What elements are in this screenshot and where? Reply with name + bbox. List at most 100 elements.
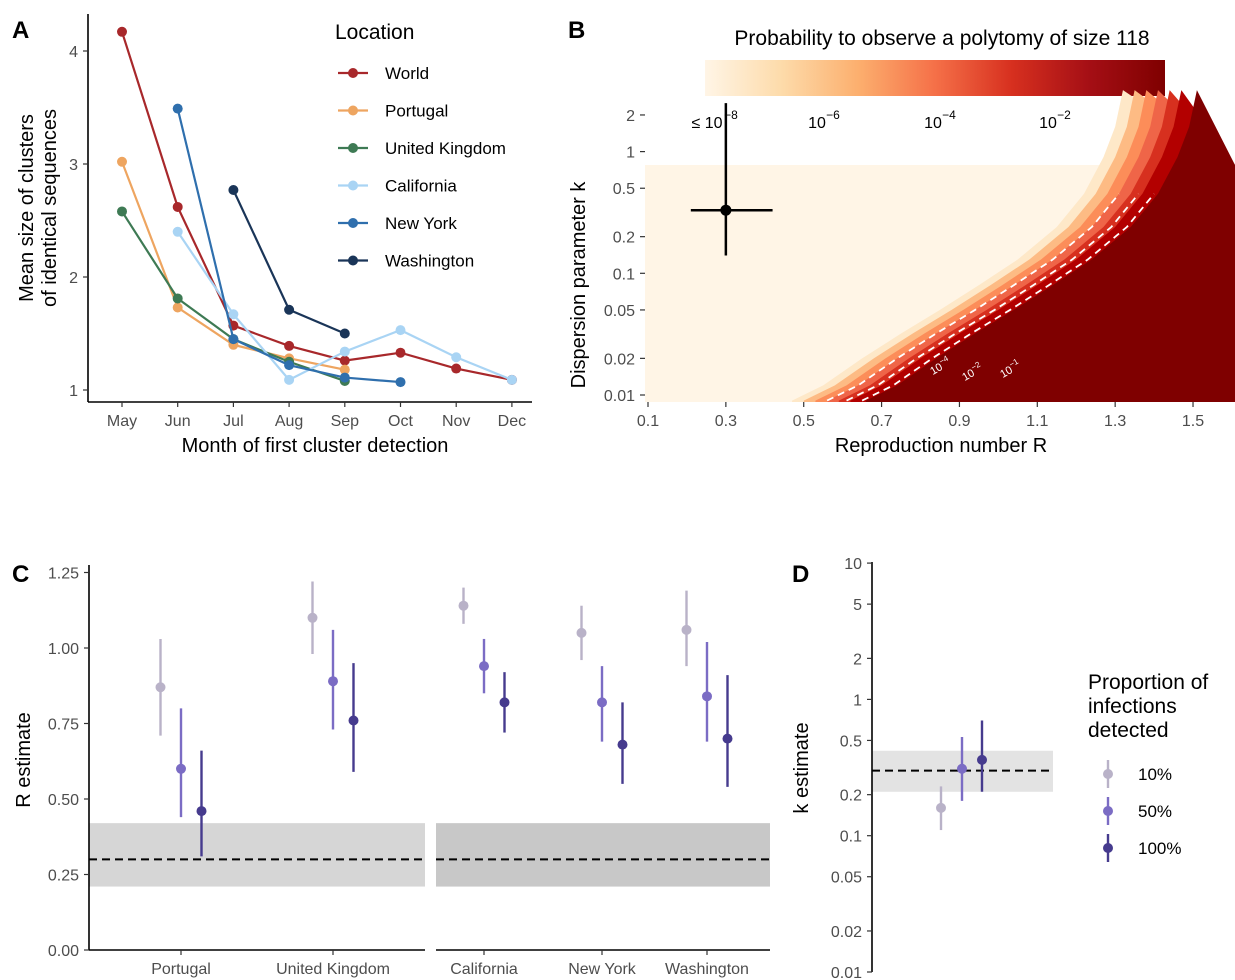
panel-a-legend-marker [348,68,358,78]
panel-c-estimate-point [576,627,587,638]
panel-d-legend-label: 10% [1138,765,1172,784]
panel-b-colorbar-tick-label: 10 [1039,115,1057,132]
panel-b-x-tick-label: 0.3 [715,413,737,430]
panel-c-estimate-point [307,612,318,623]
panel-a-legend-marker [348,180,358,191]
panel-a-data-point [284,304,295,315]
panel-d-legend-title-line2: infections [1088,695,1177,718]
panel-d-k-estimates: k estimate Proportion of infections dete… [791,556,1208,980]
panel-d-estimate-point [957,763,967,774]
panel-a-data-point [339,364,350,375]
panel-c-y-tick-label: 0.00 [48,943,79,960]
panel-b-contour-line [846,193,1140,402]
panel-b-colorbar-tick: 10 −6 [808,108,840,132]
panel-a-y-axis-title-line1: Mean size of clusters [16,114,38,302]
panel-b-contour-label-base: 10 [998,364,1015,381]
panel-a-data-point [284,360,295,371]
panel-a-data-point [451,363,462,374]
panel-b-contour-line [861,193,1155,402]
panel-c-reference-band [436,823,770,887]
panel-a-legend-marker [348,143,358,153]
panel-a-legend-marker [348,105,358,116]
panel-a-x-tick-label: Oct [388,413,413,430]
panel-b-colorbar-tick: 10 −4 [924,108,956,132]
panel-a-legend-label: California [385,177,457,196]
panel-b-y-tick-label: 0.1 [613,266,635,283]
panel-b-y-tick-label: 0.02 [604,351,635,368]
panel-d-y-tick-label: 5 [853,597,862,614]
panel-c-estimate-point [702,691,712,702]
panel-c-estimate-point [499,697,510,708]
panel-a-legend-label: United Kingdom [385,139,506,158]
panel-a-data-point [284,374,295,385]
panel-c-estimate-point [176,763,186,774]
panel-b-x-axis-title: Reproduction number R [835,435,1047,457]
panel-c-x-tick-label: California [450,961,518,978]
panel-c-y-tick-label: 1.25 [48,566,79,583]
panel-a-series-line [121,210,346,382]
panel-c-x-tick-label: Washington [665,961,749,978]
panel-d-y-tick-label: 0.05 [831,870,862,887]
panel-b-colorbar-tick-label: 10 [924,115,942,132]
panel-a-x-tick-label: Dec [498,413,526,430]
panel-a-data-point [339,372,350,383]
panel-c-estimate-point [458,600,469,611]
panel-c-x-tick-label: United Kingdom [276,961,390,978]
panel-b-contour-label-base: 10 [960,367,977,384]
panel-c-estimate-point [328,676,338,687]
panel-b-y-tick-label: 0.05 [604,303,635,320]
panel-a-x-tick-label: Aug [275,413,303,430]
panel-b-x-tick-label: 1.1 [1026,413,1048,430]
panel-a-data-point [172,293,183,304]
panel-a-data-point [117,206,127,217]
panel-a-line-chart: Month of first cluster detection Mean si… [16,14,532,457]
panel-a-data-point [506,374,517,385]
panel-b-colorbar-tick-label: ≤ 10 [691,115,722,132]
panel-a-x-tick-label: Sep [331,413,360,430]
panel-d-legend-marker [1103,769,1113,779]
panel-a-data-point [228,334,239,345]
panel-c-estimate-point [479,661,489,672]
panel-d-y-tick-label: 0.2 [840,788,862,805]
panel-d-y-tick-label: 0.01 [831,965,862,980]
panel-d-y-tick-label: 0.1 [840,829,862,846]
panel-a-data-point [339,355,350,366]
panel-a-x-tick-label: Jul [223,413,243,430]
panel-b-contour-line [826,193,1120,402]
panel-a-y-tick-label: 4 [69,44,78,61]
panel-b-colorbar-title: Probability to observe a polytomy of siz… [734,27,1149,50]
panel-b-colorbar [705,60,1165,96]
panel-b-colorbar-tick: 10 −2 [1039,108,1071,132]
panel-b-x-tick-label: 0.7 [870,413,892,430]
panel-a-data-point [172,103,183,114]
panel-d-legend-label: 50% [1138,802,1172,821]
panel-a-data-point [172,201,183,212]
panel-c-estimate-point [597,697,607,708]
panel-b-contour-label-base: 10 [928,361,945,378]
panel-c-r-estimates: R estimate 0.00 0.25 0.50 0.75 1.00 1.25 Portu… [13,565,770,978]
panel-a-data-point [284,340,295,351]
panel-a-legend-marker [348,218,358,228]
panel-c-x-tick-label: New York [568,961,637,978]
panel-d-y-tick-label: 0.5 [840,733,862,750]
panel-c-y-tick-label: 0.50 [48,792,79,809]
panel-a-y-tick-label: 1 [69,383,78,400]
panel-b-x-tick-label: 1.3 [1104,413,1126,430]
panel-letter-b: B [568,17,585,44]
panel-a-data-point [172,226,183,237]
panel-c-estimate-point [155,682,166,693]
panel-d-legend-marker [1103,843,1113,853]
panel-c-y-tick-label: 0.25 [48,868,79,885]
panel-letter-c: C [12,561,29,588]
panel-a-data-point [117,156,127,167]
panel-a-data-point [395,377,406,388]
panel-d-legend-label: 100% [1138,839,1181,858]
panel-a-x-tick-label: Nov [442,413,470,430]
panel-d-y-tick-label: 1 [853,692,862,709]
panel-a-series-line [120,31,513,381]
panel-d-legend-marker [1103,806,1113,816]
panel-b-colorbar-tick-exponent: −2 [1057,108,1071,122]
panel-a-data-point [228,309,239,320]
panel-c-y-tick-label: 0.75 [48,717,79,734]
